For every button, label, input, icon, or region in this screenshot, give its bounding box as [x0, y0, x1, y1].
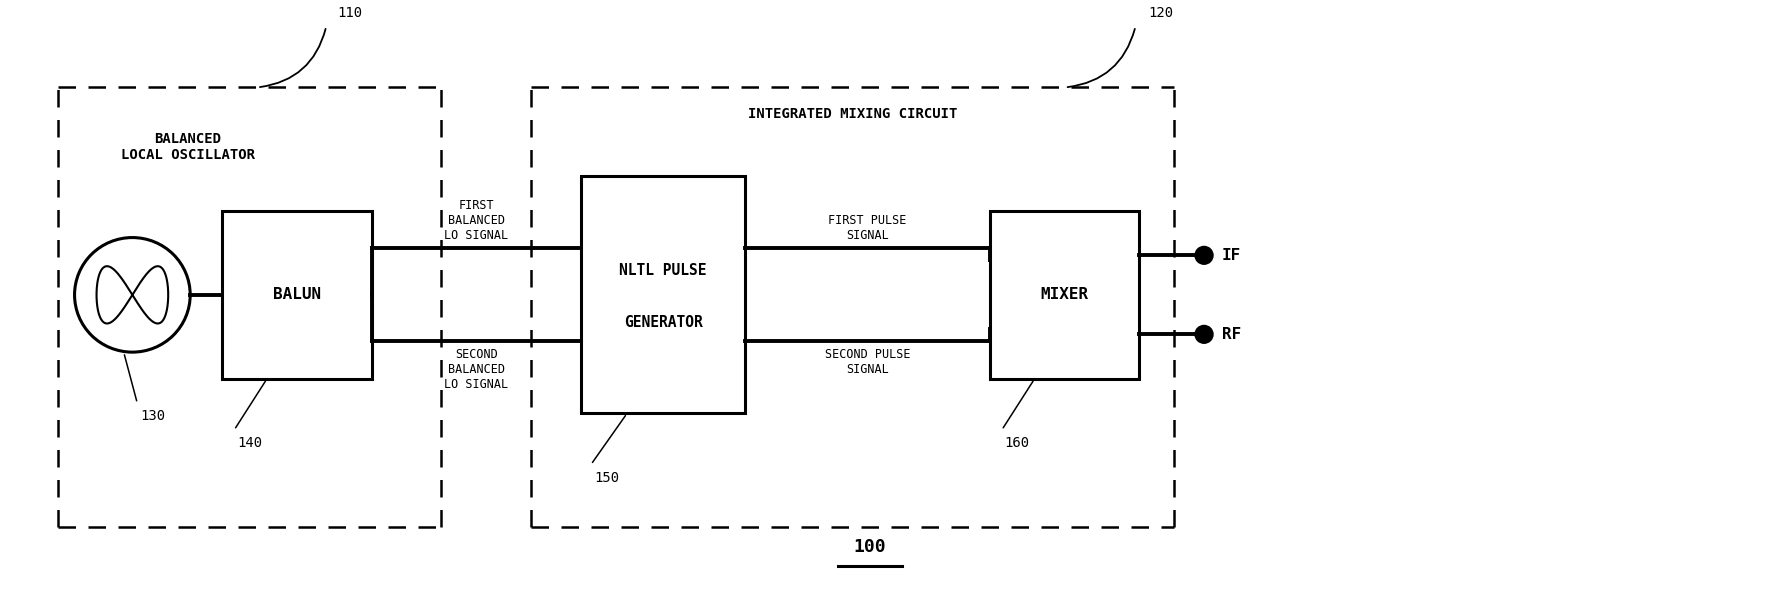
Text: FIRST
BALANCED
LO SIGNAL: FIRST BALANCED LO SIGNAL [444, 198, 509, 241]
Text: RF: RF [1222, 327, 1242, 342]
Text: MIXER: MIXER [1041, 287, 1088, 302]
Text: FIRST PULSE
SIGNAL: FIRST PULSE SIGNAL [828, 213, 907, 241]
Text: BALUN: BALUN [272, 287, 321, 302]
FancyBboxPatch shape [222, 211, 371, 379]
Text: BALANCED
LOCAL OSCILLATOR: BALANCED LOCAL OSCILLATOR [122, 132, 254, 162]
Text: 120: 120 [1149, 6, 1174, 20]
Text: SECOND PULSE
SIGNAL: SECOND PULSE SIGNAL [824, 348, 910, 376]
Text: INTEGRATED MIXING CIRCUIT: INTEGRATED MIXING CIRCUIT [747, 107, 957, 121]
Text: 140: 140 [237, 436, 262, 450]
Text: 100: 100 [853, 538, 887, 555]
Text: NLTL PULSE: NLTL PULSE [620, 263, 708, 277]
Text: 150: 150 [595, 471, 620, 485]
Circle shape [1195, 246, 1213, 264]
Text: GENERATOR: GENERATOR [624, 315, 702, 330]
Text: SECOND
BALANCED
LO SIGNAL: SECOND BALANCED LO SIGNAL [444, 348, 509, 391]
Text: 160: 160 [1005, 436, 1030, 450]
FancyBboxPatch shape [989, 211, 1140, 379]
FancyBboxPatch shape [581, 176, 745, 413]
Text: 110: 110 [337, 6, 364, 20]
Circle shape [1195, 326, 1213, 343]
Text: 130: 130 [140, 409, 165, 423]
Text: IF: IF [1222, 248, 1242, 263]
